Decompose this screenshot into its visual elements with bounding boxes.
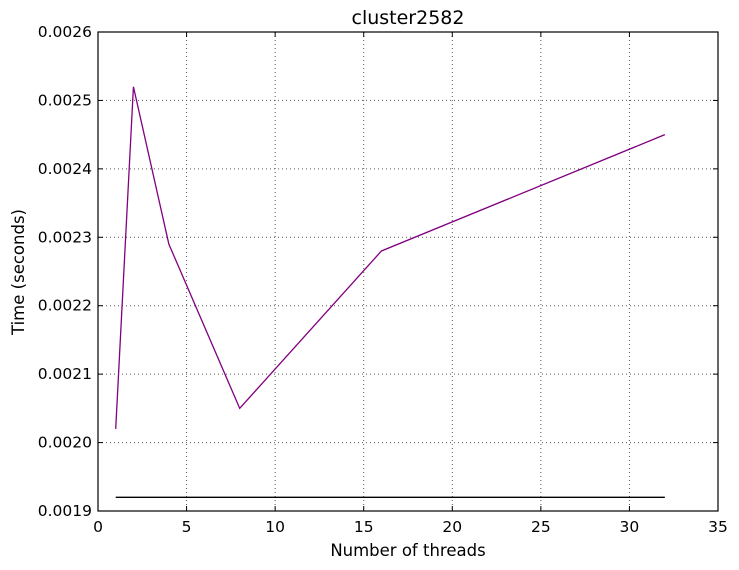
x-tick-label: 20 — [442, 518, 462, 536]
y-tick-label: 0.0019 — [38, 502, 92, 520]
x-tick-label: 30 — [620, 518, 640, 536]
x-tick-label: 5 — [182, 518, 192, 536]
y-tick-label: 0.0025 — [38, 91, 92, 109]
y-tick-label: 0.0021 — [38, 365, 92, 383]
y-tick-label: 0.0024 — [38, 160, 92, 178]
x-tick-label: 10 — [265, 518, 285, 536]
x-tick-label: 35 — [708, 518, 728, 536]
y-axis-label: Time (seconds) — [9, 209, 28, 336]
x-axis-label: Number of threads — [330, 541, 485, 560]
series-layer — [115, 86, 666, 498]
y-tick-label: 0.0026 — [38, 23, 92, 41]
chart-title: cluster2582 — [352, 7, 465, 29]
series-line-1 — [115, 86, 666, 429]
x-tick-label: 25 — [531, 518, 551, 536]
axis-ticks: 0 5 10 15 20 25 30 35 0.0019 0.0020 0.0021 0.0022 0.… — [38, 23, 728, 536]
x-tick-label: 0 — [93, 518, 103, 536]
grid — [97, 31, 719, 512]
x-tick-label: 15 — [354, 518, 374, 536]
y-tick-label: 0.0022 — [38, 297, 92, 315]
y-tick-label: 0.0020 — [38, 434, 92, 452]
y-tick-label: 0.0023 — [38, 228, 92, 246]
plot-frame — [97, 31, 719, 512]
